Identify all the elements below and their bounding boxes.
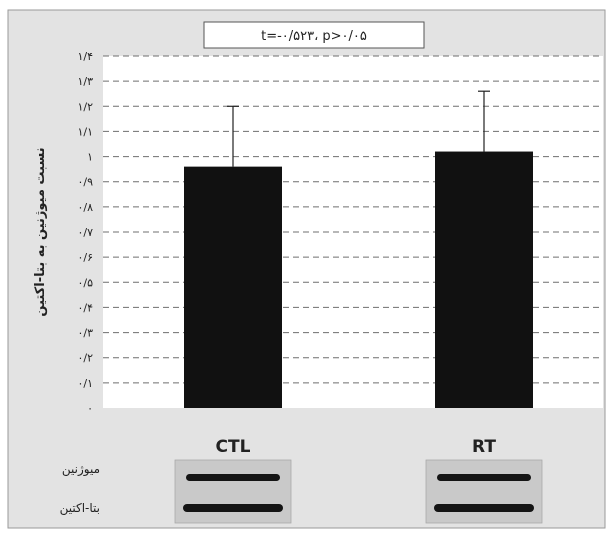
y-tick-label: ۱/۳	[77, 75, 93, 88]
band-beta-actin-ctl	[183, 504, 283, 512]
band-myogenin-rt	[437, 474, 531, 481]
y-axis-title: نسبت میوژنین به بتا-اکتین	[33, 147, 48, 316]
y-tick-label: ۰/۴	[77, 301, 93, 314]
bar-ctl	[184, 166, 282, 408]
bars	[184, 90, 533, 409]
y-tick-label: ۱/۲	[77, 100, 93, 113]
bar-rt	[435, 151, 533, 409]
x-label-rt: RT	[472, 437, 496, 457]
blot-lane-rt	[425, 459, 543, 524]
y-tick-label: ۰/۸	[77, 201, 93, 214]
blot-label-beta-actin: بتا-اکتین	[60, 501, 100, 516]
blot-lanes	[174, 459, 543, 524]
y-tick-label: ۰	[87, 402, 93, 415]
y-tick-label: ۰/۲	[77, 352, 93, 365]
y-tick-label: ۰/۶	[77, 251, 93, 264]
y-tick-label: ۰/۷	[77, 226, 93, 239]
y-tick-labels: ۰ ۰/۱ ۰/۲ ۰/۳ ۰/۴ ۰/۵ ۰/۶ ۰/۷ ۰/۸ ۰/۹ ۱ ۱/۱ ۱/۲ ۱/۳ ۱/…	[77, 50, 93, 415]
y-tick-label: ۰/۹	[77, 176, 93, 189]
x-label-ctl: CTL	[216, 437, 251, 457]
annotation-text: t=-۰/۵۲۳، p>۰/۰۵	[261, 29, 367, 44]
y-tick-label: ۱	[87, 151, 93, 164]
band-myogenin-ctl	[186, 474, 280, 481]
y-tick-label: ۰/۵	[77, 276, 93, 289]
blot-label-myogenin: میوژنین	[62, 462, 100, 477]
western-blot: میوژنین بتا-اکتین	[60, 459, 543, 524]
y-tick-label: ۱/۱	[77, 125, 93, 138]
annotation-box	[203, 21, 425, 49]
blot-lane-ctl	[174, 459, 292, 524]
band-beta-actin-rt	[434, 504, 534, 512]
y-tick-label: ۰/۳	[77, 327, 93, 340]
y-tick-label: ۰/۱	[77, 377, 93, 390]
y-tick-label: ۱/۴	[77, 50, 93, 63]
x-category-labels: CTL RT	[216, 437, 497, 457]
